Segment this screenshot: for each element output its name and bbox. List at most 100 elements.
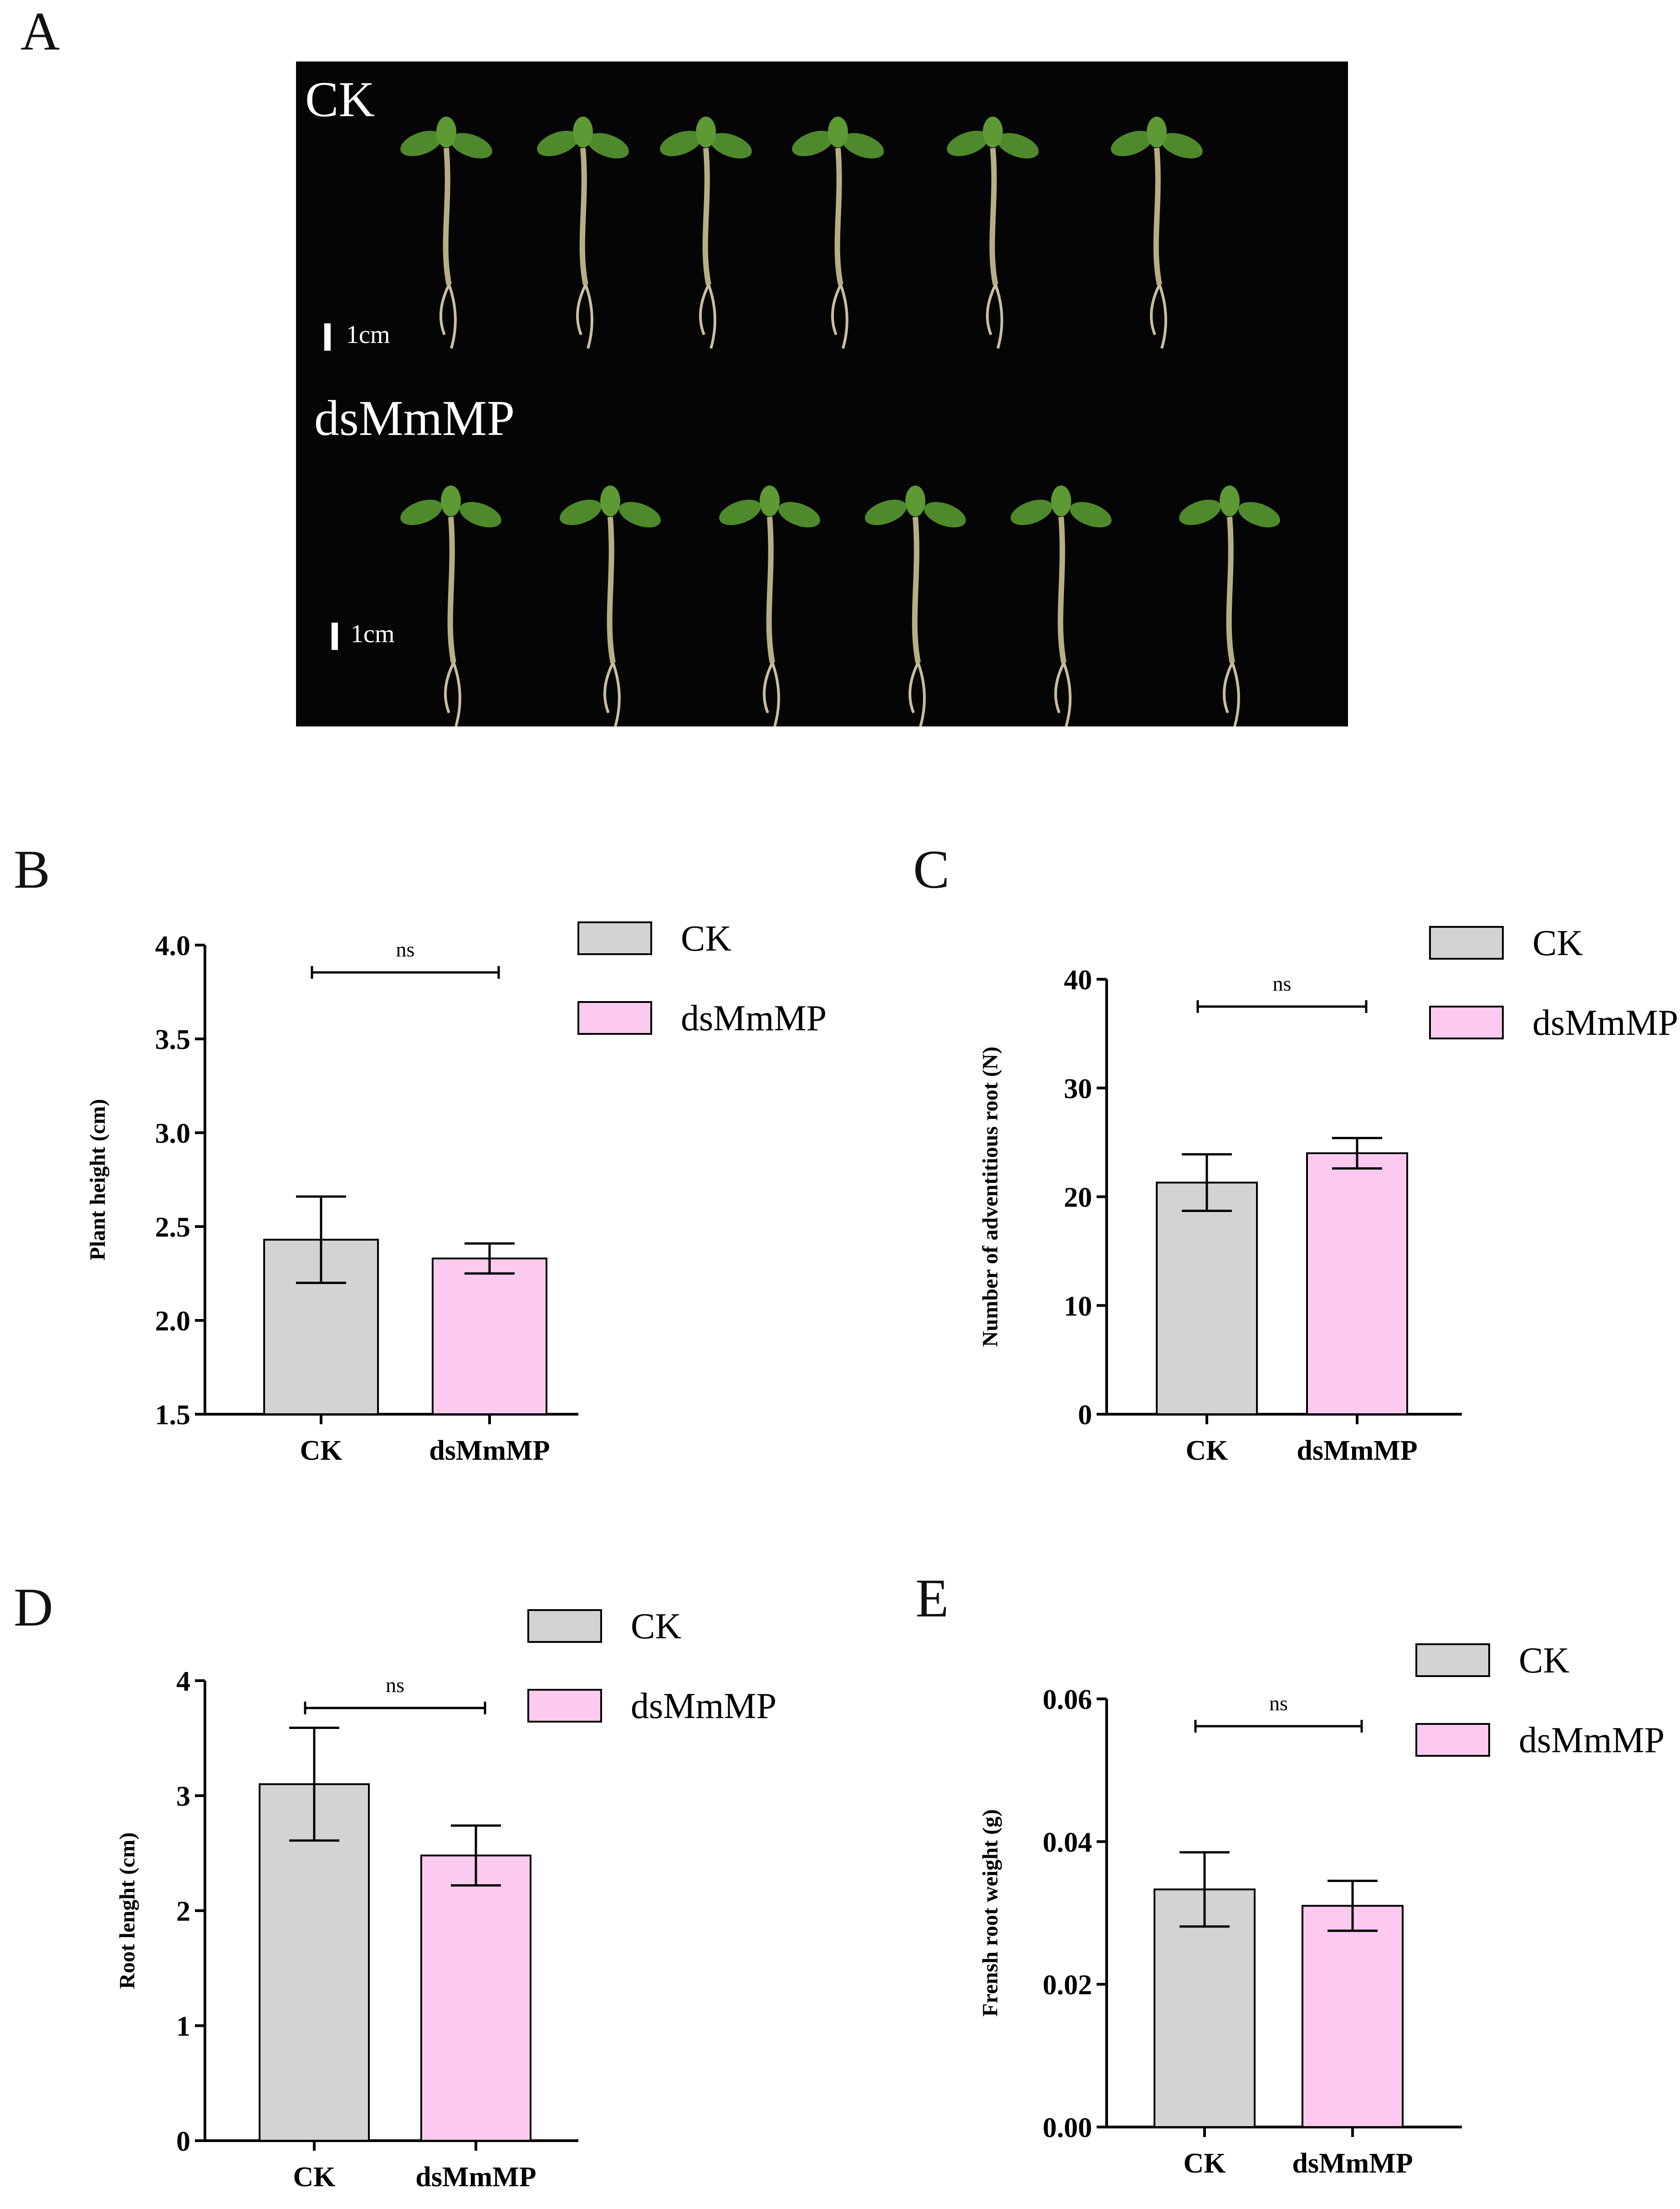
y-tick-label: 20 bbox=[1064, 1182, 1092, 1213]
legend-swatch-ck bbox=[1415, 1643, 1490, 1677]
panel-letter-a: A bbox=[20, 1, 60, 61]
significance-label: ns bbox=[386, 1673, 404, 1697]
legend-label-dsmmmp: dsMmMP bbox=[1532, 1003, 1678, 1043]
seedling-leaf bbox=[537, 131, 579, 156]
chart-root-weight: 0.00 0.02 0.04 0.06 Frensh root weight (g) CK… bbox=[978, 1641, 1665, 2179]
legend-swatch-ck bbox=[527, 1609, 602, 1643]
seedling-dsmmmp-4 bbox=[1011, 486, 1112, 726]
seedling-leaf bbox=[828, 117, 848, 148]
legend-label-dsmmmp: dsMmMP bbox=[631, 1686, 776, 1726]
seedling-root bbox=[699, 284, 716, 349]
legend-label-ck: CK bbox=[631, 1606, 681, 1647]
y-tick-label: 0.04 bbox=[1043, 1827, 1093, 1858]
seedling-stem bbox=[1226, 516, 1235, 664]
y-axis-title: Plant height (cm) bbox=[86, 1099, 110, 1261]
panel-letter-e: E bbox=[915, 1568, 949, 1628]
x-tick-label-dsmmmp: dsMmMP bbox=[1292, 2148, 1413, 2179]
chart-root-length: 0 1 2 3 4 Root lenght (cm) CK dsMmMP ns CK dsMmMP bbox=[115, 1606, 776, 2193]
seedling-stem bbox=[989, 148, 998, 286]
y-tick-label: 2.0 bbox=[155, 1306, 191, 1337]
y-tick-label: 3.0 bbox=[155, 1118, 191, 1149]
seedling-root bbox=[831, 284, 848, 349]
seedling-stem bbox=[579, 148, 588, 286]
seedling-leaf bbox=[560, 500, 602, 525]
seedling-leaf bbox=[441, 486, 461, 516]
photo-label-dsmmmp: dsMmMP bbox=[314, 390, 515, 446]
x-tick-label-ck: CK bbox=[1184, 2148, 1226, 2179]
seedling-dsmmmp-1 bbox=[560, 486, 661, 726]
seedling-leaf bbox=[1011, 500, 1052, 525]
bar-dsmmmp bbox=[1306, 1152, 1408, 1415]
y-tick-label: 4.0 bbox=[155, 931, 191, 961]
seedling-leaf bbox=[1070, 502, 1112, 527]
panel-letter-d: D bbox=[14, 1577, 53, 1637]
seedling-leaf bbox=[1220, 486, 1240, 516]
seedling-ck-3 bbox=[792, 117, 884, 349]
seedling-leaf bbox=[1238, 502, 1280, 527]
seedling-stem bbox=[834, 148, 843, 286]
bar-dsmmmp bbox=[1302, 1905, 1404, 2128]
seedling-leaf bbox=[1147, 117, 1167, 148]
seedling-leaf bbox=[619, 502, 661, 527]
scale-label-top: 1cm bbox=[346, 321, 390, 349]
seedling-leaf bbox=[587, 133, 629, 159]
seedling-root bbox=[576, 284, 593, 349]
seedling-ck-5 bbox=[1111, 117, 1203, 349]
seedling-ck-2 bbox=[660, 117, 752, 349]
seedling-leaf bbox=[997, 133, 1039, 159]
x-tick-label-ck: CK bbox=[1186, 1435, 1228, 1466]
seedling-ck-1 bbox=[537, 117, 629, 349]
legend-label-ck: CK bbox=[681, 919, 731, 959]
significance-label: ns bbox=[1273, 972, 1292, 995]
seedling-root bbox=[909, 662, 926, 726]
y-tick-label: 0.00 bbox=[1043, 2112, 1093, 2143]
x-tick-label-dsmmmp: dsMmMP bbox=[415, 2162, 536, 2193]
seedling-leaf bbox=[778, 502, 820, 527]
seedling-root bbox=[986, 284, 1003, 349]
legend-swatch-dsmmmp bbox=[527, 1689, 602, 1723]
seedling-dsmmmp-0 bbox=[400, 486, 501, 726]
x-tick-label-dsmmmp: dsMmMP bbox=[429, 1435, 550, 1466]
seedling-leaf bbox=[1161, 133, 1203, 159]
seedling-stem bbox=[912, 516, 921, 664]
seedling-photo: CK 1cm dsMmMP 1cm bbox=[296, 61, 1348, 726]
significance-label: ns bbox=[396, 938, 415, 961]
seedling-leaf bbox=[436, 117, 456, 148]
seedling-leaf bbox=[450, 133, 492, 159]
seedling-leaf bbox=[760, 486, 780, 516]
seedling-stem bbox=[443, 148, 452, 286]
bar-ck bbox=[259, 1783, 370, 2142]
scale-bar-top bbox=[324, 323, 331, 351]
seedling-leaf bbox=[1111, 131, 1153, 156]
seedling-leaf bbox=[696, 117, 716, 148]
y-axis-title: Number of adventitious root (N) bbox=[978, 1047, 1002, 1347]
seedling-root bbox=[763, 662, 780, 726]
seedling-dsmmmp-3 bbox=[865, 486, 966, 726]
seedling-root bbox=[1150, 284, 1167, 349]
y-tick-label: 40 bbox=[1064, 965, 1092, 996]
y-tick-label: 0.02 bbox=[1043, 1970, 1093, 2001]
seedling-stem bbox=[447, 516, 456, 664]
photo-label-ck: CK bbox=[305, 72, 375, 127]
y-tick-label: 2 bbox=[176, 1896, 190, 1927]
bar-dsmmmp bbox=[420, 1854, 531, 2142]
seedling-leaf bbox=[1179, 500, 1221, 525]
seedling-illustrations bbox=[400, 117, 1280, 726]
seedling-ck-0 bbox=[400, 117, 492, 349]
seedling-leaf bbox=[573, 117, 593, 148]
seedling-leaf bbox=[719, 500, 761, 525]
bar-ck bbox=[1156, 1181, 1258, 1416]
seedling-ck-4 bbox=[947, 117, 1039, 349]
seedling-leaf bbox=[905, 486, 925, 516]
seedling-leaf bbox=[400, 500, 442, 525]
chart-adventitious-root: 0 10 20 30 40 Number of adventitious root (N)… bbox=[978, 923, 1678, 1466]
seedling-leaf bbox=[710, 133, 752, 159]
seedling-stem bbox=[702, 148, 711, 286]
seedling-stem bbox=[1057, 516, 1067, 664]
seedling-leaf bbox=[792, 131, 834, 156]
legend-swatch-dsmmmp bbox=[577, 1001, 652, 1035]
seedling-leaf bbox=[924, 502, 966, 527]
seedling-dsmmmp-2 bbox=[719, 486, 820, 726]
y-tick-label: 1.5 bbox=[155, 1400, 191, 1431]
y-tick-label: 0 bbox=[1078, 1400, 1092, 1431]
